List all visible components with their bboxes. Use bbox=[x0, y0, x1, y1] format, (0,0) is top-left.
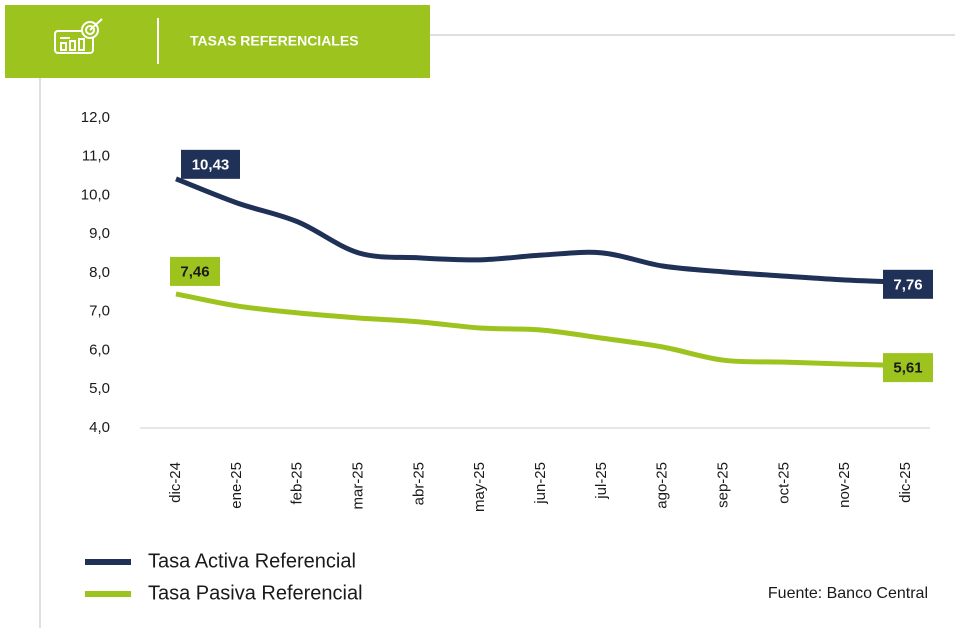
value-label: 7,46 bbox=[180, 263, 209, 280]
y-tick-label: 12,0 bbox=[81, 109, 110, 126]
x-tick-label: sep-25 bbox=[714, 462, 731, 508]
x-tick-label: may-25 bbox=[471, 462, 488, 512]
value-label-box bbox=[181, 149, 240, 179]
value-label: 10,43 bbox=[192, 156, 230, 173]
x-tick-label: dic-24 bbox=[167, 462, 184, 503]
y-tick-label: 4,0 bbox=[89, 419, 110, 436]
legend-label: Tasa Pasiva Referencial bbox=[148, 582, 363, 604]
x-tick-label: feb-25 bbox=[289, 462, 306, 505]
header-title: TASAS REFERENCIALES bbox=[190, 33, 359, 49]
x-tick-label: mar-25 bbox=[349, 462, 366, 510]
y-tick-label: 10,0 bbox=[81, 186, 110, 203]
y-tick-label: 7,0 bbox=[89, 303, 110, 320]
x-tick-label: ene-25 bbox=[228, 462, 245, 509]
y-tick-label: 5,0 bbox=[89, 380, 110, 397]
y-tick-label: 8,0 bbox=[89, 264, 110, 281]
x-tick-label: abr-25 bbox=[410, 462, 427, 505]
header-icon bbox=[54, 18, 103, 54]
x-tick-label: jun-25 bbox=[532, 462, 549, 505]
y-tick-label: 6,0 bbox=[89, 341, 110, 358]
legend-label: Tasa Activa Referencial bbox=[148, 550, 356, 572]
x-tick-label: dic-25 bbox=[897, 462, 914, 503]
value-label-box bbox=[883, 269, 933, 299]
source-note: Fuente: Banco Central bbox=[768, 585, 928, 602]
value-label: 5,61 bbox=[893, 360, 922, 377]
x-tick-label: nov-25 bbox=[836, 462, 853, 508]
x-tick-label: ago-25 bbox=[654, 462, 671, 509]
x-tick-label: jul-25 bbox=[593, 462, 610, 500]
x-tick-label: oct-25 bbox=[775, 462, 792, 504]
value-label-box bbox=[883, 353, 933, 383]
series-line bbox=[175, 176, 907, 285]
y-tick-label: 9,0 bbox=[89, 225, 110, 242]
series-line bbox=[175, 291, 907, 369]
value-label: 7,76 bbox=[893, 276, 922, 293]
y-tick-label: 11,0 bbox=[82, 148, 110, 165]
value-label-box bbox=[170, 256, 220, 286]
